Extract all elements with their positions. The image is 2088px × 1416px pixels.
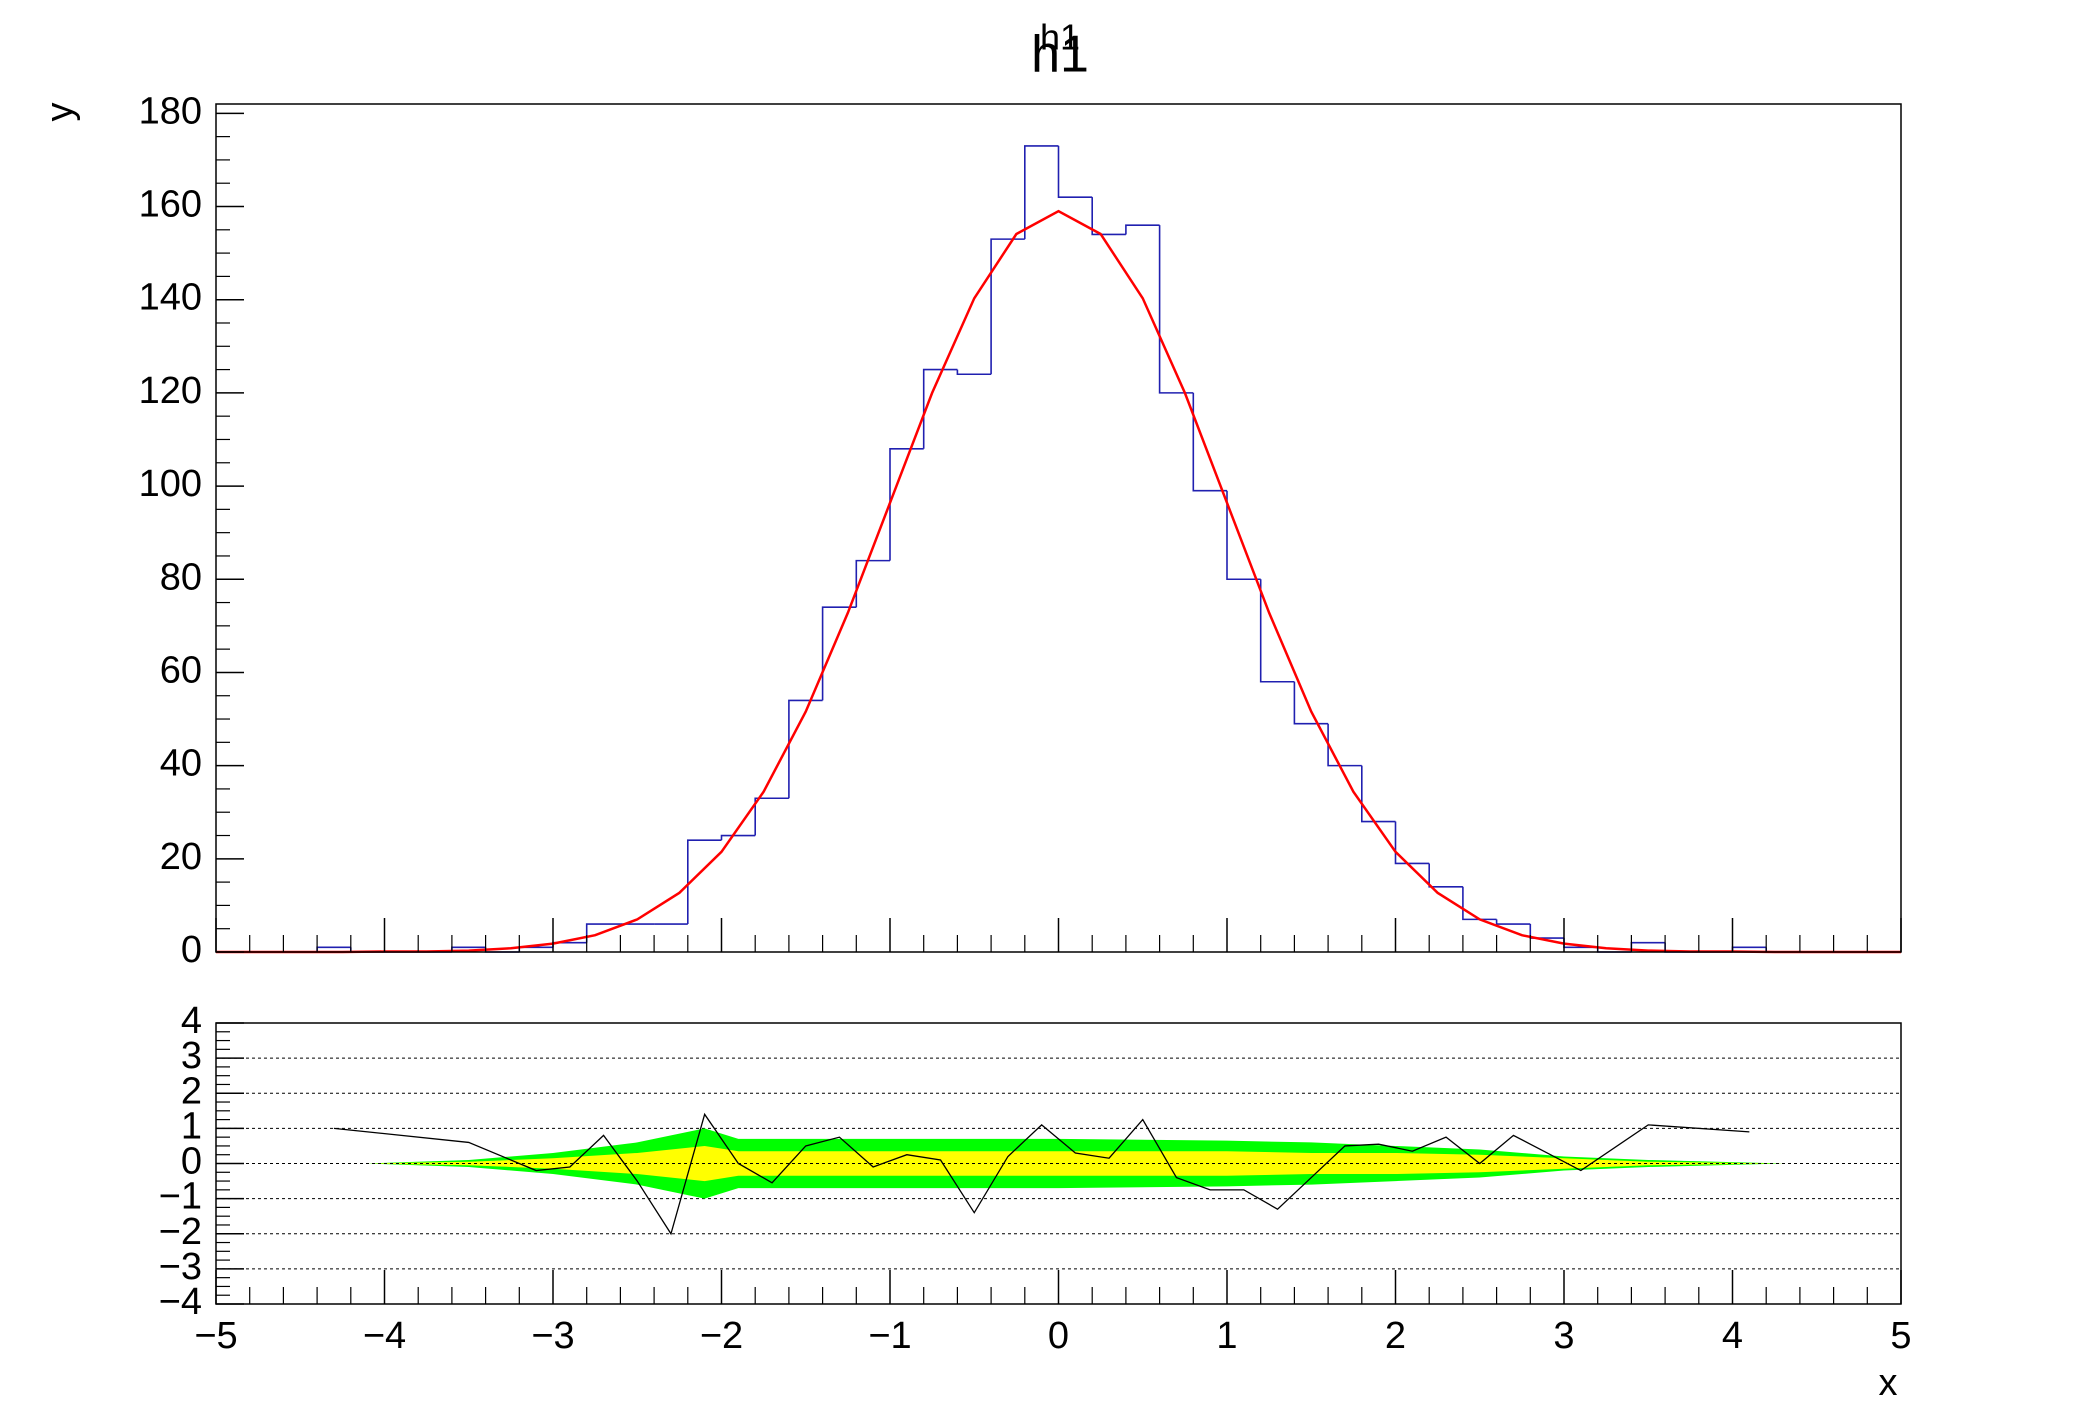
histogram-bin [922,368,958,449]
histogram-bin [1192,392,1227,492]
histogram-bin [1529,924,1564,939]
chart-title-small: h1 [1040,17,1080,58]
x-tick-label: −3 [531,1315,574,1357]
y-tick-label: 60 [160,649,202,691]
histogram-bin [1024,145,1059,240]
y-tick-label: 80 [160,556,202,598]
histogram-bin [821,606,857,701]
y-tick-label: −4 [159,1281,202,1323]
histogram-bin [1495,919,1531,925]
y-tick-label: 1 [181,1105,202,1147]
histogram-bin [788,699,823,799]
x-tick-label: 4 [1722,1315,1743,1357]
histogram-bin [687,839,722,925]
y-tick-label: 20 [160,836,202,878]
x-tick-label: 0 [1048,1315,1069,1357]
y-tick-label: −3 [159,1246,202,1288]
x-tick-label: 5 [1890,1315,1911,1357]
histogram-bin [1125,224,1160,235]
frame [215,103,1902,953]
histogram-bin [956,369,992,376]
y-tick-label: 0 [181,1141,202,1183]
histogram-bin [889,447,924,561]
y-axis-label: y [39,103,81,122]
histogram-bin [1394,821,1430,865]
residual-line [333,1112,1750,1236]
y-tick-label: 120 [139,370,202,412]
histogram-bin [1327,723,1362,767]
x-axis-label: x [1879,1362,1898,1404]
y-tick-label: 100 [139,463,202,505]
histogram-bin [1462,886,1497,921]
histogram-bin [1057,145,1093,198]
x-tick-label: −5 [194,1315,237,1357]
histogram-bin [1259,579,1295,683]
histogram-bin [1091,197,1126,236]
y-tick-label: 0 [181,929,202,971]
chart-title: h1 [1031,26,1089,84]
histogram-bin [1293,681,1329,725]
histogram-bin [1428,863,1463,888]
y-tick-label: 160 [139,184,202,226]
histogram-bin [855,559,890,608]
y-tick-label: 3 [181,1035,202,1077]
y-tick-label: 2 [181,1070,202,1112]
histogram-bin [1226,490,1261,581]
fit-curve [216,209,1901,954]
x-tick-label: −1 [868,1315,911,1357]
histogram-bin [1361,765,1396,823]
x-tick-label: 3 [1553,1315,1574,1357]
x-tick-label: 2 [1385,1315,1406,1357]
histogram-bin [754,797,789,836]
histogram-bin [720,834,756,841]
y-tick-label: 4 [181,1000,202,1042]
histogram-bin [990,238,1025,375]
x-tick-label: 1 [1216,1315,1237,1357]
x-tick-label: −4 [363,1315,406,1357]
y-tick-label: 40 [160,743,202,785]
y-tick-label: 140 [139,277,202,319]
histogram-bin [1158,225,1194,394]
y-tick-label: −2 [159,1211,202,1253]
y-tick-label: 180 [139,90,202,132]
x-tick-label: −2 [700,1315,743,1357]
y-tick-label: −1 [159,1176,202,1218]
